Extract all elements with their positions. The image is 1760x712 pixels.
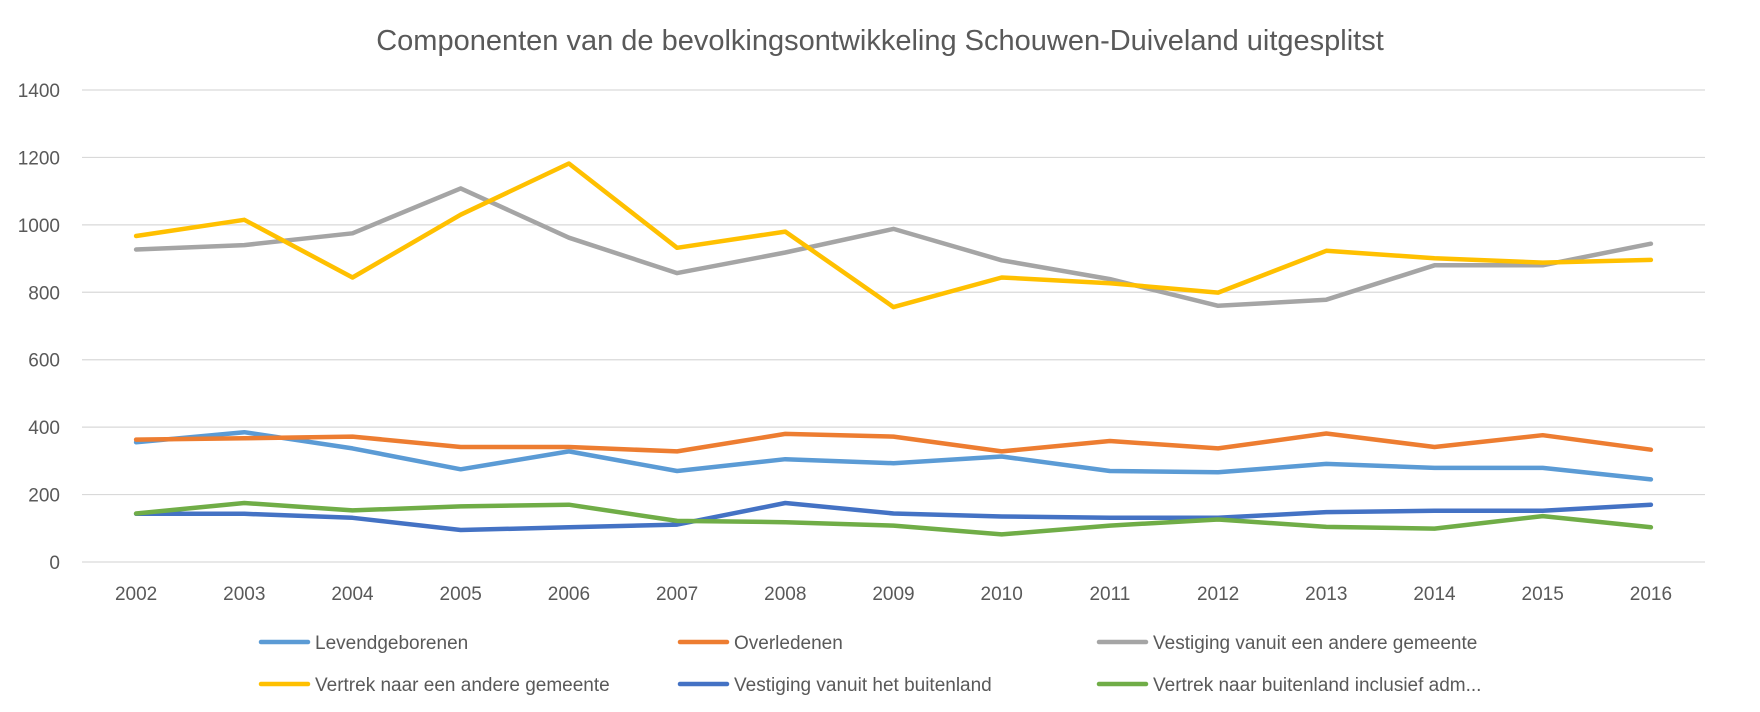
x-tick-label: 2007 <box>656 584 698 605</box>
series-lines <box>133 161 1654 537</box>
y-tick-label: 400 <box>28 418 60 439</box>
x-tick-label: 2012 <box>1197 584 1239 605</box>
y-tick-label: 800 <box>28 283 60 304</box>
y-tick-label: 600 <box>28 351 60 372</box>
legend-item: Vertrek naar buitenland inclusief adm... <box>1096 675 1481 696</box>
series-2 <box>133 431 1654 454</box>
x-tick-label: 2016 <box>1630 584 1672 605</box>
series-line <box>133 186 1654 309</box>
series-line <box>133 500 1654 533</box>
legend-item: Overledenen <box>677 633 843 654</box>
y-tick-label: 0 <box>49 553 60 574</box>
legend-label: Vestiging vanuit het buitenland <box>734 675 992 696</box>
x-tick-label: 2005 <box>440 584 482 605</box>
x-tick-label: 2006 <box>548 584 590 605</box>
x-axis-ticks: 2002 2003 2004 2005 2006 2007 2008 2009 2010 2011… <box>115 584 1672 605</box>
x-tick-label: 2013 <box>1305 584 1347 605</box>
legend-item: Vertrek naar een andere gemeente <box>258 675 610 696</box>
legend-label: Vertrek naar een andere gemeente <box>315 675 610 696</box>
y-tick-label: 1000 <box>18 216 60 237</box>
series-4 <box>133 161 1654 310</box>
series-line <box>133 429 1654 482</box>
x-tick-label: 2014 <box>1413 584 1456 605</box>
x-tick-label: 2010 <box>981 584 1023 605</box>
x-tick-label: 2009 <box>872 584 914 605</box>
x-tick-label: 2004 <box>331 584 374 605</box>
series-6 <box>133 500 1654 537</box>
y-tick-label: 1400 <box>18 81 60 102</box>
x-tick-label: 2003 <box>223 584 265 605</box>
y-axis-ticks: 0 200 400 600 800 1000 1200 1400 <box>18 81 60 574</box>
y-tick-label: 1200 <box>18 148 60 169</box>
x-tick-label: 2011 <box>1089 584 1130 605</box>
legend-item: Levendgeborenen <box>258 633 468 654</box>
x-tick-label: 2008 <box>764 584 806 605</box>
series-3 <box>133 186 1654 309</box>
series-5 <box>133 500 1654 533</box>
series-line <box>133 500 1654 537</box>
x-tick-label: 2002 <box>115 584 157 605</box>
legend-item: Vestiging vanuit het buitenland <box>677 675 992 696</box>
y-tick-label: 200 <box>28 486 60 507</box>
legend-label: Overledenen <box>734 633 843 654</box>
x-tick-label: 2015 <box>1522 584 1564 605</box>
series-line <box>133 161 1654 310</box>
series-line <box>133 431 1654 454</box>
series-1 <box>133 429 1654 482</box>
legend-item: Vestiging vanuit een andere gemeente <box>1096 633 1477 654</box>
legend-label: Vestiging vanuit een andere gemeente <box>1153 633 1477 654</box>
legend: Levendgeborenen Overledenen Vestiging vanu… <box>258 633 1481 696</box>
legend-label: Vertrek naar buitenland inclusief adm... <box>1153 675 1481 696</box>
chart-title: Componenten van de bevolkingsontwikkelin… <box>376 25 1384 57</box>
gridlines <box>82 89 1705 563</box>
legend-label: Levendgeborenen <box>315 633 468 654</box>
